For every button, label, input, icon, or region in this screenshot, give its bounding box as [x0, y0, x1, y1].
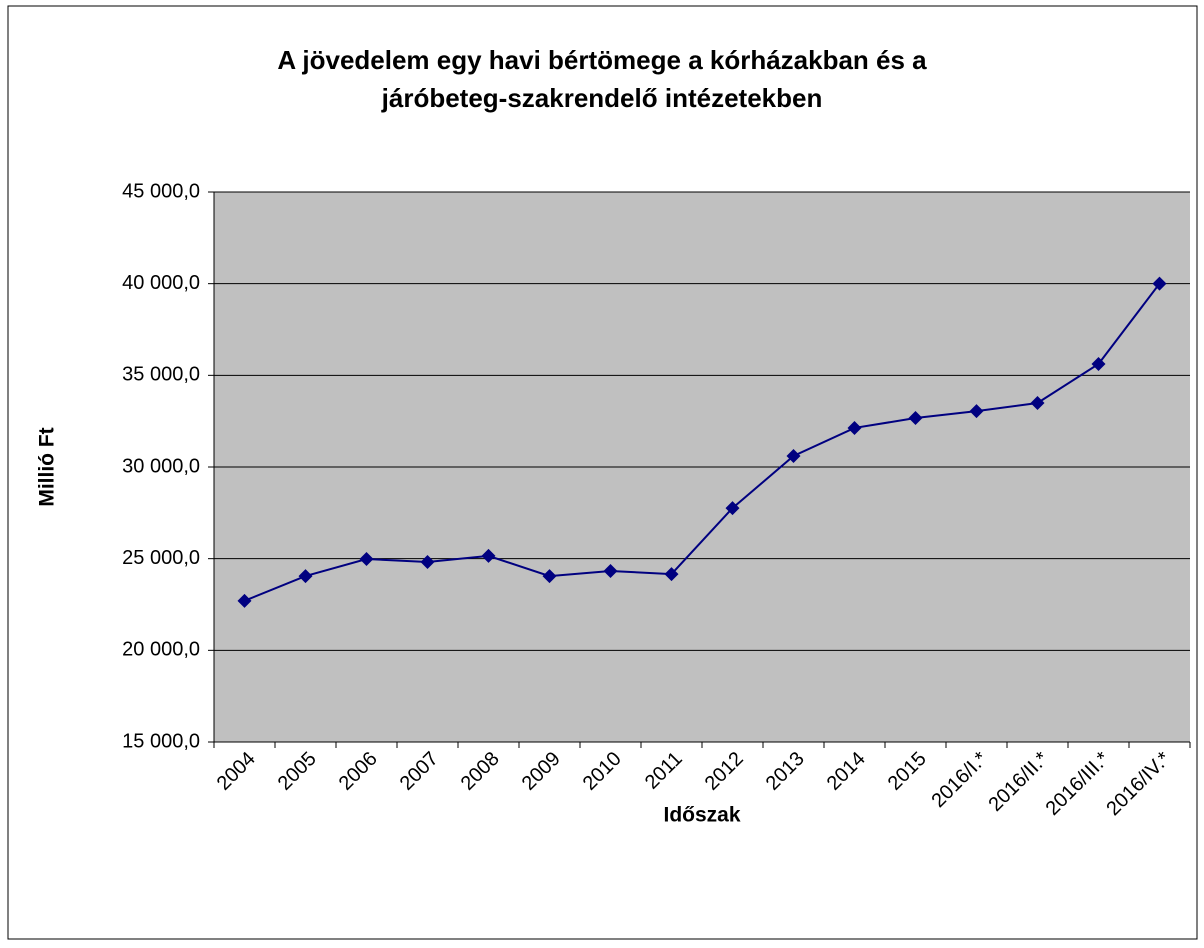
data-point [1030, 396, 1045, 411]
data-point [969, 404, 984, 419]
y-tick-label: 20 000,0 [122, 639, 200, 661]
chart-title: járóbeteg-szakrendelő intézetekben [381, 83, 823, 113]
data-point [847, 420, 862, 435]
y-tick-label: 40 000,0 [122, 272, 200, 294]
data-point [542, 569, 557, 584]
data-point [481, 548, 496, 563]
y-tick-label: 25 000,0 [122, 547, 200, 569]
data-point [603, 563, 618, 578]
data-point [725, 501, 740, 516]
y-axis-title: Millió Ft [36, 427, 59, 506]
data-point [420, 554, 435, 569]
data-point [298, 569, 313, 584]
data-point [1091, 356, 1106, 371]
data-point [664, 567, 679, 582]
chart-title: A jövedelem egy havi bértömege a kórháza… [277, 45, 927, 75]
data-point [908, 411, 923, 426]
y-tick-label: 30 000,0 [122, 455, 200, 477]
data-line [244, 283, 1161, 602]
data-point [359, 552, 374, 567]
y-tick-label: 15 000,0 [122, 730, 200, 752]
data-point [786, 449, 801, 463]
y-tick-label: 35 000,0 [122, 364, 200, 386]
x-axis-title: Időszak [663, 804, 740, 827]
y-tick-label: 45 000,0 [122, 180, 200, 202]
data-point [1152, 276, 1167, 291]
data-point [237, 593, 252, 608]
